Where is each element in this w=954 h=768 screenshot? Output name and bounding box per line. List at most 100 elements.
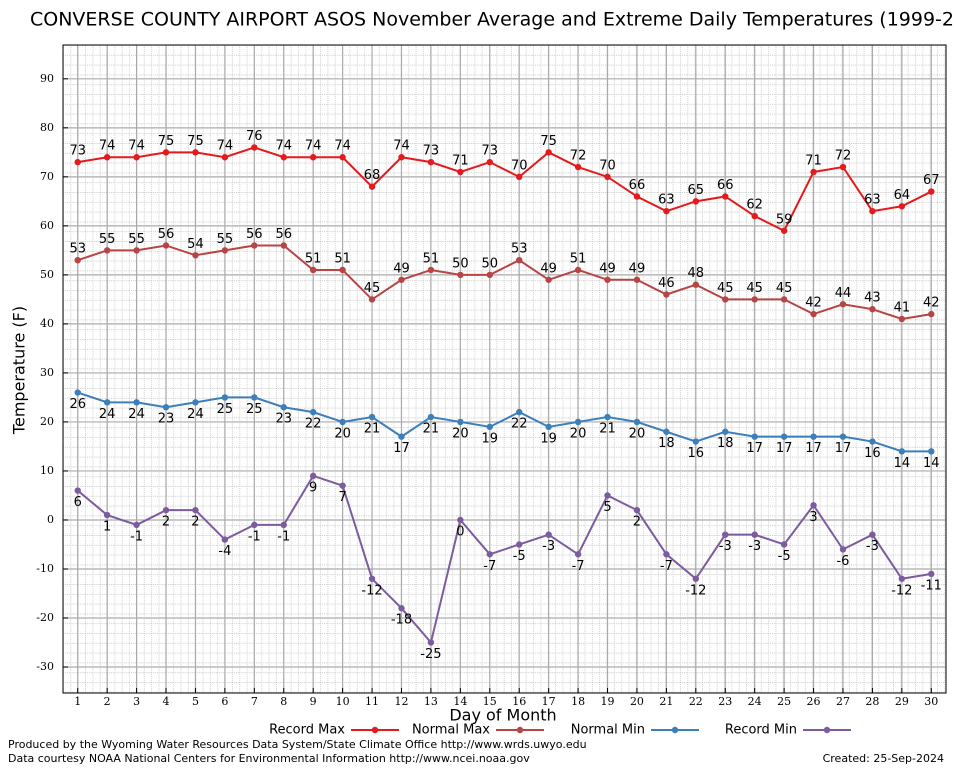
x-tick-label: 5 [192, 695, 199, 708]
x-tick-label: 8 [280, 695, 287, 708]
x-tick-label: 7 [251, 695, 258, 708]
data-label: 45 [746, 281, 763, 296]
x-tick-label: 27 [836, 695, 850, 708]
point [427, 413, 435, 421]
data-label: -25 [420, 647, 441, 662]
data-label: 66 [629, 178, 646, 193]
data-label: 45 [364, 281, 381, 296]
point [368, 183, 376, 190]
data-label: 24 [187, 407, 204, 422]
data-label: 24 [99, 407, 116, 422]
data-label: 18 [658, 436, 675, 451]
data-label: 74 [393, 139, 410, 154]
point [221, 247, 229, 254]
plot-frame [62, 44, 947, 694]
data-label: 56 [246, 227, 263, 242]
x-tick-label: 20 [630, 695, 644, 708]
x-tick-label: 30 [924, 695, 938, 708]
point [751, 531, 758, 538]
point [574, 551, 582, 558]
data-label: -3 [866, 539, 879, 554]
point [339, 266, 346, 274]
data-label: 66 [717, 178, 734, 193]
x-tick-label: 1 [74, 695, 81, 708]
data-label: 0 [456, 524, 464, 539]
y-tick-label: 70 [40, 170, 54, 183]
data-label: 72 [570, 149, 587, 164]
data-label: 50 [452, 256, 469, 271]
point [663, 291, 670, 298]
x-tick-label: 4 [163, 695, 170, 708]
data-label: 21 [423, 422, 440, 437]
point [368, 575, 376, 582]
data-label: 48 [688, 266, 705, 281]
point [898, 203, 906, 210]
point [309, 154, 317, 161]
point [663, 428, 670, 435]
point [545, 531, 552, 538]
data-label: -1 [277, 529, 290, 544]
point [780, 433, 788, 440]
data-label: 74 [217, 139, 234, 154]
x-tick-label: 19 [601, 695, 615, 708]
x-tick-label: 9 [310, 695, 317, 708]
point [427, 158, 435, 166]
data-label: -11 [921, 578, 942, 593]
point [221, 536, 229, 543]
point [280, 242, 287, 249]
data-label: -3 [719, 539, 732, 554]
legend-label: Normal Max [412, 723, 490, 738]
point [839, 301, 847, 308]
data-label: 3 [809, 510, 817, 525]
y-tick-label: -20 [36, 611, 54, 624]
point [869, 438, 876, 445]
data-label: -5 [778, 549, 791, 564]
series-line [77, 391, 932, 453]
data-label: 54 [187, 237, 204, 252]
point [633, 506, 641, 514]
data-label: 56 [275, 227, 292, 242]
x-tick-label: 26 [807, 695, 821, 708]
legend-label: Record Min [725, 723, 797, 738]
data-label: 53 [511, 242, 528, 257]
data-label: 14 [923, 456, 940, 471]
point [339, 418, 346, 426]
data-label: 71 [805, 153, 822, 168]
data-label: 26 [69, 397, 86, 412]
y-tick-label: -10 [36, 562, 54, 575]
point [751, 433, 758, 440]
x-tick-label: 21 [659, 695, 673, 708]
data-label: 70 [511, 158, 528, 173]
y-tick-label: 10 [40, 464, 54, 477]
point [928, 310, 935, 318]
point [398, 433, 405, 440]
point [486, 271, 493, 279]
data-label: 51 [423, 251, 440, 266]
point [898, 448, 906, 455]
data-label: 75 [540, 134, 557, 149]
point [574, 266, 582, 274]
data-label: 75 [158, 134, 175, 149]
point [722, 531, 729, 538]
legend-label: Record Max [269, 723, 345, 738]
point [633, 418, 641, 426]
point [633, 276, 641, 283]
y-tick-label: 20 [40, 415, 54, 428]
data-label: 23 [158, 412, 175, 427]
point [486, 551, 493, 558]
x-tick-label: 24 [748, 695, 762, 708]
point [368, 413, 376, 421]
data-label: -18 [391, 613, 412, 628]
x-tick-label: 3 [133, 695, 140, 708]
point [516, 173, 523, 181]
point [74, 158, 81, 166]
data-label: 74 [128, 139, 145, 154]
legend-marker [516, 726, 524, 734]
data-label: 50 [482, 256, 499, 271]
x-tick-label: 22 [689, 695, 703, 708]
data-label: 20 [629, 426, 646, 441]
x-tick-label: 25 [777, 695, 791, 708]
y-tick-label: 60 [40, 219, 54, 232]
point [663, 207, 670, 215]
x-tick-label: 16 [512, 695, 526, 708]
